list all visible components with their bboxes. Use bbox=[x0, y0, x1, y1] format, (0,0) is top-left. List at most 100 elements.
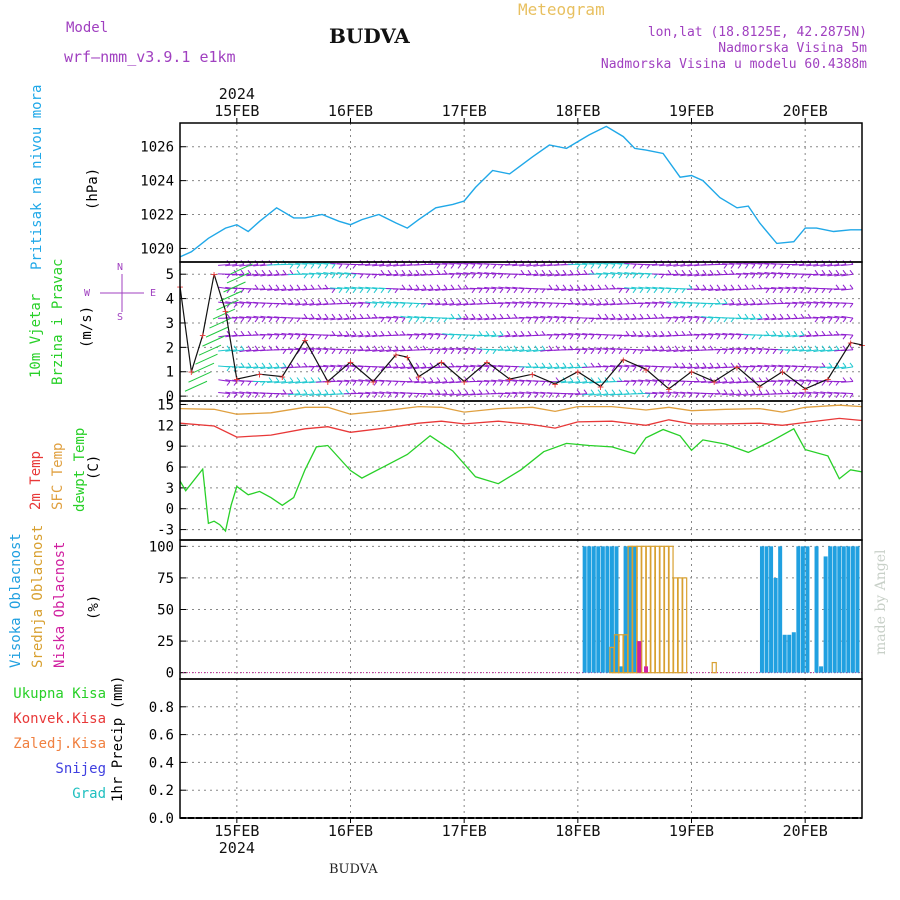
wind-barb-tick bbox=[758, 313, 763, 319]
wind-barb-tick bbox=[772, 299, 777, 304]
wind-barb-early bbox=[195, 353, 218, 365]
wind-barb bbox=[554, 315, 567, 319]
wind-barb bbox=[645, 392, 658, 395]
wind-barb bbox=[722, 263, 735, 265]
wind-barb-tick bbox=[261, 362, 266, 368]
wind-barb-tick bbox=[422, 334, 427, 340]
wind-barb bbox=[239, 391, 252, 395]
pressure-ytick-label: 1024 bbox=[140, 174, 174, 190]
wind-barb bbox=[533, 263, 546, 267]
wind-barb-tick bbox=[660, 393, 665, 398]
wind-barb-tick bbox=[275, 334, 280, 340]
wind-barb-tick bbox=[618, 349, 623, 355]
model-label: Model bbox=[66, 20, 109, 36]
wind-barb bbox=[533, 316, 546, 319]
wind-barb-tick bbox=[261, 334, 266, 340]
wind-barb-tick bbox=[401, 362, 406, 368]
wind-barb bbox=[316, 317, 329, 321]
wind-barb bbox=[302, 380, 315, 384]
wind-barb bbox=[400, 366, 413, 369]
wind-barb bbox=[806, 379, 819, 382]
wind-barb bbox=[799, 349, 812, 352]
wind-barb-tick bbox=[478, 273, 483, 279]
wind-barb-tick bbox=[723, 349, 728, 355]
wind-barb-tick bbox=[660, 288, 665, 294]
wind-barb bbox=[799, 379, 812, 382]
wind-barb bbox=[547, 366, 560, 370]
wind-barb-tick bbox=[296, 334, 301, 340]
wind-barb-tick bbox=[289, 299, 294, 304]
wind-barb bbox=[351, 334, 364, 338]
wind-barb bbox=[498, 286, 511, 290]
wind-barb bbox=[358, 301, 371, 304]
wind-barb-tick bbox=[807, 303, 812, 308]
wind-ytick-label: 0 bbox=[166, 389, 174, 405]
wind-barb bbox=[456, 393, 469, 396]
wind-barb-tick bbox=[646, 273, 651, 279]
bottom-station-label: BUDVA bbox=[329, 862, 378, 877]
wind-barb-tick bbox=[681, 393, 686, 398]
wind-barb bbox=[540, 366, 553, 369]
precip-ytick-label: 0.0 bbox=[149, 811, 174, 827]
wind-barb-tick bbox=[233, 345, 238, 351]
wind-barb-tick bbox=[758, 366, 763, 372]
wind-barb-tick bbox=[786, 303, 791, 308]
wind-barb-tick bbox=[786, 366, 791, 372]
wind-barb bbox=[764, 364, 777, 368]
wind-barb-tick bbox=[618, 273, 623, 279]
wind-barb bbox=[813, 273, 826, 276]
wind-barb bbox=[582, 262, 595, 265]
wind-barb bbox=[771, 287, 784, 290]
wind-barb-tick bbox=[443, 264, 448, 269]
pressure-ytick-label: 1020 bbox=[140, 241, 174, 257]
wind-barb-tick bbox=[254, 362, 259, 368]
wind-barb bbox=[484, 334, 497, 337]
wind-barb bbox=[309, 347, 322, 351]
wind-barb bbox=[323, 347, 336, 351]
wind-barb-tick bbox=[450, 264, 455, 269]
wind-barb-tick bbox=[429, 362, 434, 368]
wind-barb bbox=[729, 288, 742, 291]
wind-barb bbox=[813, 301, 826, 304]
wind-barb-tick bbox=[408, 284, 413, 290]
wind-barb-tick bbox=[324, 334, 329, 340]
wind-barb bbox=[582, 347, 595, 351]
wind-barb bbox=[708, 288, 721, 291]
wind-barb bbox=[694, 273, 707, 277]
wind-barb-tick bbox=[653, 393, 658, 398]
wind-barb-tick bbox=[555, 284, 560, 290]
wind-barb bbox=[232, 379, 245, 382]
wind-barb-tick bbox=[716, 377, 721, 382]
legend-snow: Snijeg bbox=[55, 761, 106, 777]
wind-barb-tick bbox=[282, 349, 287, 355]
wind-barb bbox=[344, 379, 357, 382]
wind-barb bbox=[694, 288, 707, 291]
wind-barb bbox=[736, 317, 749, 320]
wind-barb-tick bbox=[765, 288, 770, 294]
wind-barb-tick bbox=[268, 269, 273, 275]
wind-barb bbox=[694, 333, 707, 336]
wind-barb-tick bbox=[709, 317, 714, 323]
wind-barb-tick bbox=[345, 264, 350, 269]
wind-barb-tick bbox=[331, 313, 336, 319]
wind-barb bbox=[666, 316, 679, 319]
wind-barb bbox=[610, 393, 623, 396]
wind-barb bbox=[631, 272, 644, 275]
wind-barb bbox=[799, 391, 812, 395]
wind-barb-tick bbox=[625, 264, 630, 269]
wind-speed-marker: + bbox=[370, 375, 377, 388]
wind-barb-tick bbox=[268, 334, 273, 340]
wind-barb bbox=[274, 288, 287, 291]
wind-barb-tick bbox=[324, 366, 329, 372]
wind-barb-tick bbox=[541, 362, 546, 368]
wind-barb-tick bbox=[513, 313, 518, 319]
wind-ytick-label: 5 bbox=[166, 267, 174, 283]
cloud-high-bar bbox=[814, 546, 819, 673]
wind-barb bbox=[778, 379, 791, 382]
wind-barb-tick bbox=[562, 393, 567, 398]
wind-barb-tick bbox=[345, 273, 350, 279]
wind-barb bbox=[659, 334, 672, 338]
cloud-high-bar bbox=[837, 546, 842, 673]
wind-barb-tick bbox=[772, 288, 777, 294]
temp-ytick-label: 9 bbox=[166, 439, 174, 455]
